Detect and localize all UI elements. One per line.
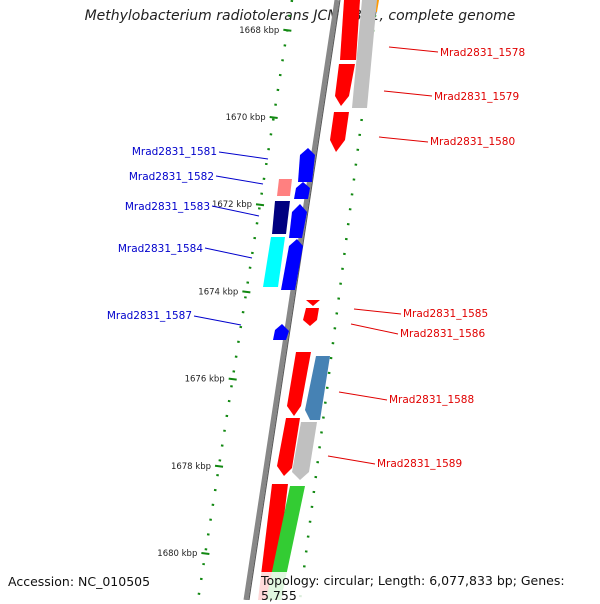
gene-forward-green-bottom[interactable] <box>266 486 305 600</box>
scale-tick <box>242 290 251 294</box>
gene-reverse-blue-1582[interactable] <box>294 182 310 199</box>
gene-reverse-navy-1583[interactable] <box>272 201 290 234</box>
scale-tick-label: 1668 kbp <box>239 26 279 36</box>
reverse-strand-genes <box>263 148 315 340</box>
gene-forward-red-1580[interactable] <box>330 112 349 152</box>
gene-forward-red-1578[interactable] <box>335 64 355 106</box>
gene-reverse-blue-1583[interactable] <box>289 204 307 238</box>
scale-tick <box>201 552 210 555</box>
scale-tick <box>228 377 237 381</box>
gene-labels: Mrad2831_1578 Mrad2831_1579 Mrad2831_158… <box>107 47 525 470</box>
gene-forward-grey-top[interactable] <box>352 0 377 108</box>
scale-tick <box>214 464 224 468</box>
gene-forward-red-bottom[interactable] <box>258 484 288 600</box>
scale-tick <box>269 116 278 119</box>
genome-backbone <box>243 0 340 600</box>
gene-label[interactable]: Mrad2831_1581 <box>132 146 217 158</box>
gene-label[interactable]: Mrad2831_1584 <box>118 243 203 255</box>
gene-forward-red-1586[interactable] <box>303 308 319 326</box>
gene-reverse-pink-1582[interactable] <box>277 179 292 196</box>
gene-label[interactable]: Mrad2831_1583 <box>125 201 210 213</box>
gene-reverse-blue-1584[interactable] <box>281 239 303 290</box>
gene-forward-steel-1588[interactable] <box>305 356 330 420</box>
scale-tick-label: 1674 kbp <box>198 287 238 297</box>
gene-label[interactable]: Mrad2831_1587 <box>107 310 192 322</box>
gene-label[interactable]: Mrad2831_1579 <box>434 91 519 103</box>
gene-reverse-cyan-1584[interactable] <box>263 237 285 287</box>
scale-tick <box>283 28 292 32</box>
scale-tick-label: 1678 kbp <box>171 462 211 472</box>
scale-tick-label: 1672 kbp <box>212 200 252 210</box>
scale-ticks: 1668 kbp 1670 kbp 1672 kbp 1674 kbp 1676 kbp… <box>157 26 292 559</box>
gene-forward-red-top[interactable] <box>340 0 360 60</box>
gene-label[interactable]: Mrad2831_1585 <box>403 308 488 320</box>
gene-forward-red-1588[interactable] <box>287 352 311 416</box>
scale-tick-label: 1680 kbp <box>157 549 197 559</box>
gene-reverse-blue-1587[interactable] <box>273 324 289 340</box>
gene-forward-red-1589[interactable] <box>277 418 300 476</box>
gene-forward-grey-1589[interactable] <box>292 422 317 480</box>
gene-label[interactable]: Mrad2831_1578 <box>440 47 525 59</box>
scale-tick <box>255 203 265 207</box>
gene-label[interactable]: Mrad2831_1588 <box>389 394 474 406</box>
gene-label-leaders <box>193 46 439 465</box>
gene-reverse-blue-1581[interactable] <box>298 148 315 182</box>
genome-backbone-shadow <box>248 0 341 600</box>
scale-tick-label: 1670 kbp <box>226 113 266 123</box>
accession-label: Accession: NC_010505 <box>8 574 151 589</box>
gene-label[interactable]: Mrad2831_1586 <box>400 328 485 340</box>
scale-tick-label: 1676 kbp <box>185 375 225 385</box>
genome-summary: Topology: circular; Length: 6,077,833 bp… <box>258 572 600 604</box>
gene-label[interactable]: Mrad2831_1589 <box>377 458 462 470</box>
forward-strand-genes <box>258 0 379 600</box>
gene-label[interactable]: Mrad2831_1582 <box>129 171 214 183</box>
gene-label[interactable]: Mrad2831_1580 <box>430 136 515 148</box>
gene-forward-red-1585a[interactable] <box>306 300 320 306</box>
genome-title: Methylobacterium radiotolerans JCM 2831,… <box>84 8 516 24</box>
